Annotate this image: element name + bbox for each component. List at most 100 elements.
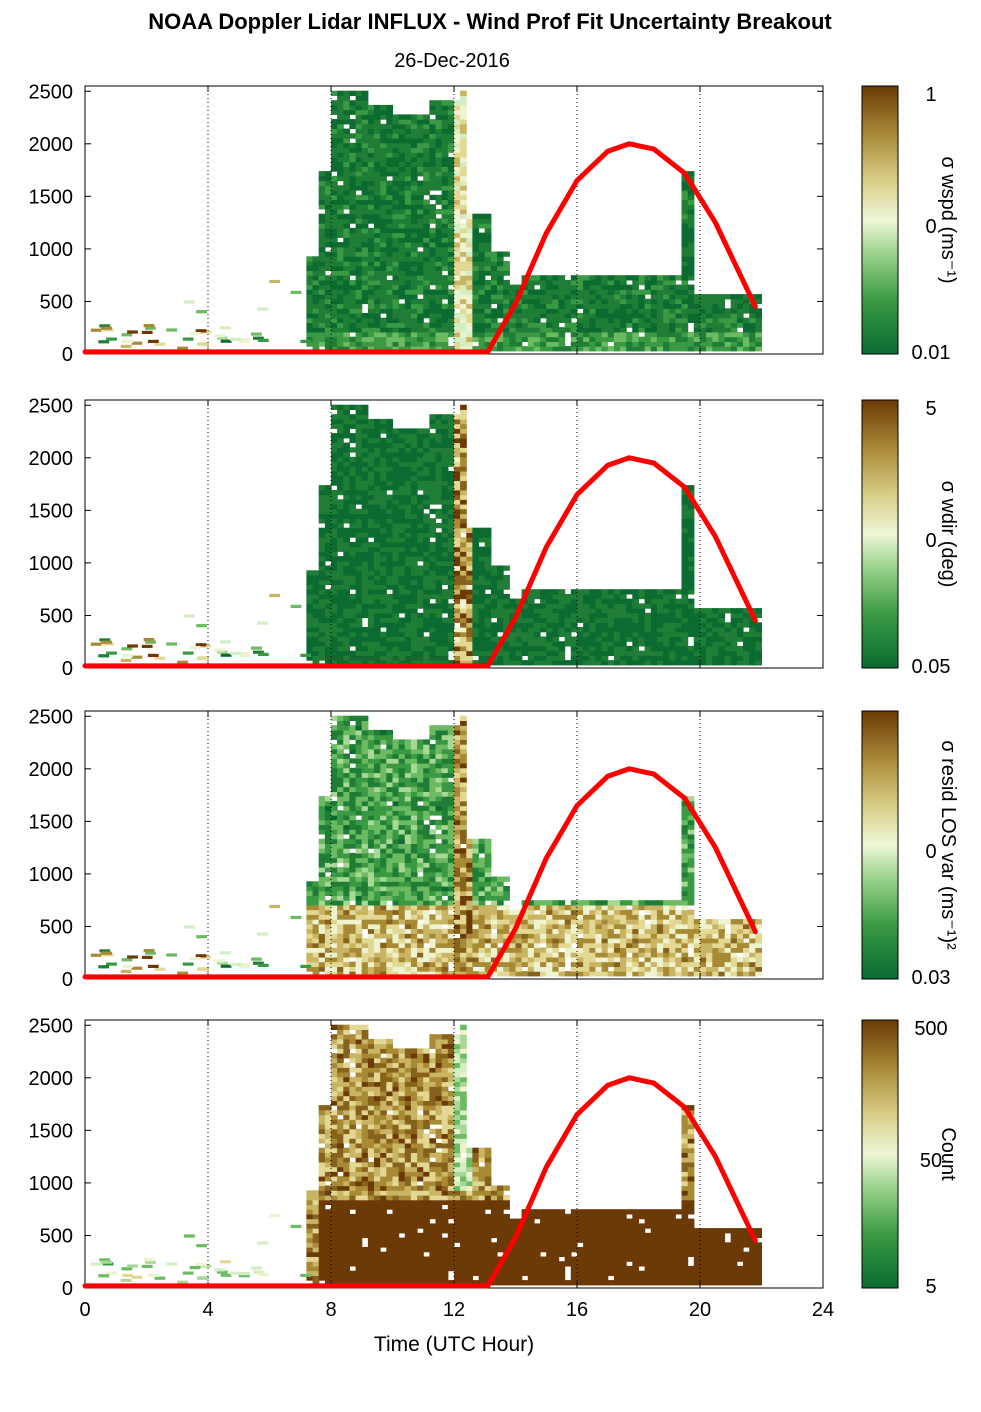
heatmap-cell [367,603,375,609]
heatmap-cell [404,518,412,524]
heatmap-cell [687,265,695,271]
heatmap-cell [355,166,363,172]
heatmap-cell [367,423,375,429]
colorbar-label: σ wspd (ms⁻¹) [937,156,959,283]
heatmap-cell [331,442,338,448]
heatmap-cell [687,523,695,529]
heatmap-cell [392,346,400,352]
heatmap-cell [423,256,430,262]
heatmap-cell [577,617,584,623]
heatmap-cell [306,612,314,619]
heatmap-cell [638,655,646,661]
heatmap-cell [306,645,314,652]
heatmap-cell [318,650,326,656]
heatmap-cell [404,480,412,486]
heatmap-cell [656,317,664,323]
heatmap-cell [361,152,369,158]
heatmap-cell [331,341,338,347]
heatmap-cell [374,660,381,666]
heatmap-cell [509,327,516,333]
heatmap-cell [435,152,443,158]
heatmap-cell [509,346,516,352]
heatmap-cell [398,551,406,557]
heatmap-cell [343,152,350,158]
heatmap-cell [331,857,338,863]
heatmap-cell [423,504,430,510]
heatmap-cell [466,645,473,652]
heatmap-cell [306,275,314,281]
heatmap-cell [337,466,344,472]
heatmap-cell [472,560,480,567]
heatmap-cell [300,653,312,657]
heatmap-cell [367,933,375,939]
heatmap-cell [429,227,437,234]
heatmap-cell [454,489,461,496]
heatmap-cell [331,251,338,257]
heatmap-cell [441,119,449,125]
heatmap-cell [484,265,492,271]
heatmap-cell [583,593,590,600]
heatmap-cell [718,650,726,656]
heatmap-cell [447,418,455,425]
heatmap-cell [349,532,357,538]
heatmap-cell [374,810,381,816]
heatmap-cell [343,428,350,434]
heatmap-cell [386,777,393,783]
heatmap-cell [417,308,424,314]
heatmap-cell [429,508,437,515]
heatmap-cell [435,414,443,420]
heatmap-cell [484,617,492,623]
heatmap-cell [337,331,344,338]
heatmap-cell [337,848,344,854]
heatmap-cell [595,289,603,295]
heatmap-cell [447,308,455,314]
heatmap-cell [564,284,572,290]
heatmap-cell [533,303,541,309]
heatmap-cell [343,786,350,792]
heatmap-cell [650,275,658,281]
heatmap-cell [410,346,418,352]
heatmap-cell [386,504,393,510]
heatmap-cell [349,961,357,967]
heatmap-cell [367,209,375,215]
heatmap-cell [324,227,332,234]
heatmap-cell [349,843,357,849]
heatmap-cell [398,843,406,849]
heatmap-cell [681,331,689,338]
heatmap-cell [441,346,449,352]
heatmap-cell [620,645,627,652]
heatmap-cell [460,114,467,120]
heatmap-cell [239,652,251,656]
heatmap-cell [681,341,689,347]
heatmap-cell [404,636,412,642]
heatmap-cell [386,104,393,111]
heatmap-cell [454,171,461,177]
heatmap-cell [718,341,726,347]
heatmap-cell [343,947,350,953]
heatmap-cell [355,138,363,144]
heatmap-cell [577,284,584,290]
heatmap-cell [521,322,529,328]
heatmap-cell [687,612,695,619]
heatmap-cell [343,147,350,153]
heatmap-cell [318,857,326,863]
heatmap-cell [490,584,498,590]
heatmap-cell [349,185,357,191]
heatmap-cell [601,308,609,314]
heatmap-cell [374,881,381,887]
heatmap-cell [601,317,609,323]
heatmap-cell [337,608,344,614]
heatmap-cell [577,294,584,300]
heatmap-cell [638,641,646,647]
heatmap-cell [570,660,578,666]
heatmap-cell [355,928,363,934]
heatmap-cell [349,791,357,797]
heatmap-cell [398,603,406,609]
heatmap-cell [361,848,369,854]
heatmap-cell [386,199,393,205]
heatmap-cell [650,589,658,595]
heatmap-cell [392,180,400,186]
heatmap-cell [675,608,683,614]
heatmap-cell [595,617,603,623]
heatmap-cell [589,336,597,342]
